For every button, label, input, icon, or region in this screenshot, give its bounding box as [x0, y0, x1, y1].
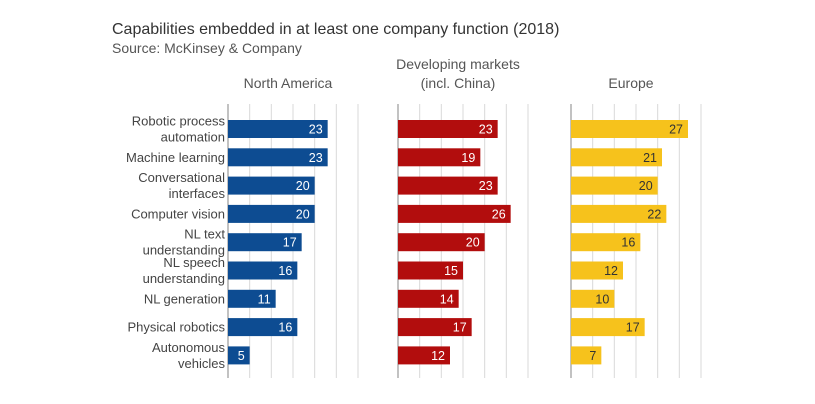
category-label-line: Autonomous — [152, 340, 225, 355]
category-label-line: Physical robotics — [127, 320, 225, 335]
bar — [228, 120, 328, 138]
bar — [571, 346, 602, 365]
bar-value-label: 23 — [309, 123, 323, 137]
bar — [571, 318, 645, 337]
bar-value-label: 7 — [589, 349, 596, 363]
bar — [228, 346, 250, 365]
category-label: NL text understanding — [143, 227, 226, 258]
bar-value-label: 14 — [440, 292, 454, 306]
bar-value-label: 12 — [604, 264, 618, 278]
bar-value-label: 23 — [309, 151, 323, 165]
bar — [571, 204, 667, 223]
category-label: NL speech understanding — [143, 255, 225, 286]
bar — [228, 289, 276, 308]
category-label: Physical robotics — [127, 320, 225, 335]
category-label-line: Robotic process — [132, 114, 226, 129]
bar — [398, 346, 450, 365]
bar — [571, 261, 623, 280]
bar — [398, 176, 498, 195]
bar-value-label: 23 — [479, 123, 493, 137]
category-label-line: understanding — [143, 271, 225, 286]
bar-value-label: 27 — [669, 123, 683, 137]
bar — [228, 261, 298, 280]
bar-value-label: 17 — [626, 321, 640, 335]
category-label: Conversational interfaces — [138, 170, 225, 201]
category-label: Machine learning — [126, 150, 225, 165]
bar-value-label: 16 — [278, 321, 292, 335]
bar — [398, 120, 498, 138]
bar-value-label: 26 — [492, 207, 506, 221]
panel-title-line: Developing markets — [396, 56, 520, 72]
bar-value-label: 12 — [431, 349, 445, 363]
category-label-line: NL speech — [163, 255, 225, 270]
category-label: Autonomous vehicles — [152, 340, 225, 371]
bar — [228, 204, 315, 223]
chart-title: Capabilities embedded in at least one co… — [112, 21, 560, 38]
bar-value-label: 20 — [639, 179, 653, 193]
category-label: Computer vision — [131, 206, 225, 221]
category-label-line: vehicles — [178, 356, 225, 371]
bar — [398, 289, 459, 308]
bar — [571, 289, 615, 308]
bar-value-label: 22 — [647, 207, 661, 221]
bar — [571, 120, 688, 138]
bar — [571, 233, 641, 252]
category-label-line: understanding — [143, 243, 225, 258]
bar-value-label: 21 — [643, 151, 657, 165]
chart-subtitle: Source: McKinsey & Company — [112, 40, 302, 56]
category-label-line: Computer vision — [131, 206, 225, 221]
panel-title-line: North America — [244, 75, 333, 91]
bar — [398, 261, 463, 280]
panel-title-line: Europe — [608, 75, 653, 91]
category-label-line: interfaces — [169, 186, 226, 201]
category-label: Robotic process automation — [132, 114, 226, 145]
panel-title: Developing markets (incl. China) — [396, 56, 520, 91]
bar-value-label: 17 — [283, 236, 297, 250]
bar — [571, 176, 658, 195]
bar-value-label: 20 — [466, 236, 480, 250]
bar — [228, 233, 302, 252]
bar — [228, 148, 328, 167]
bar-value-label: 15 — [444, 264, 458, 278]
bar-value-label: 16 — [621, 236, 635, 250]
bar — [228, 318, 298, 337]
bar — [228, 176, 315, 195]
category-label-line: automation — [161, 130, 225, 145]
bar — [571, 148, 662, 167]
bar-value-label: 5 — [238, 349, 245, 363]
category-label-line: NL text — [184, 227, 225, 242]
bar-value-label: 23 — [479, 179, 493, 193]
panel-title-line: (incl. China) — [421, 75, 496, 91]
panel-title: North America — [244, 75, 333, 91]
category-label-line: NL generation — [144, 291, 225, 306]
bar-value-label: 17 — [453, 321, 467, 335]
bar-value-label: 11 — [258, 292, 271, 306]
panel-title: Europe — [608, 75, 653, 91]
bar-value-label: 10 — [595, 292, 609, 306]
category-label: NL generation — [144, 291, 225, 306]
bar — [398, 233, 485, 252]
bar — [398, 148, 481, 167]
bar — [398, 318, 472, 337]
bar-value-label: 20 — [296, 207, 310, 221]
bar-value-label: 16 — [278, 264, 292, 278]
bar-value-label: 19 — [461, 151, 475, 165]
category-label-line: Machine learning — [126, 150, 225, 165]
category-label-line: Conversational — [138, 170, 225, 185]
bar — [398, 204, 511, 223]
bar-value-label: 20 — [296, 179, 310, 193]
